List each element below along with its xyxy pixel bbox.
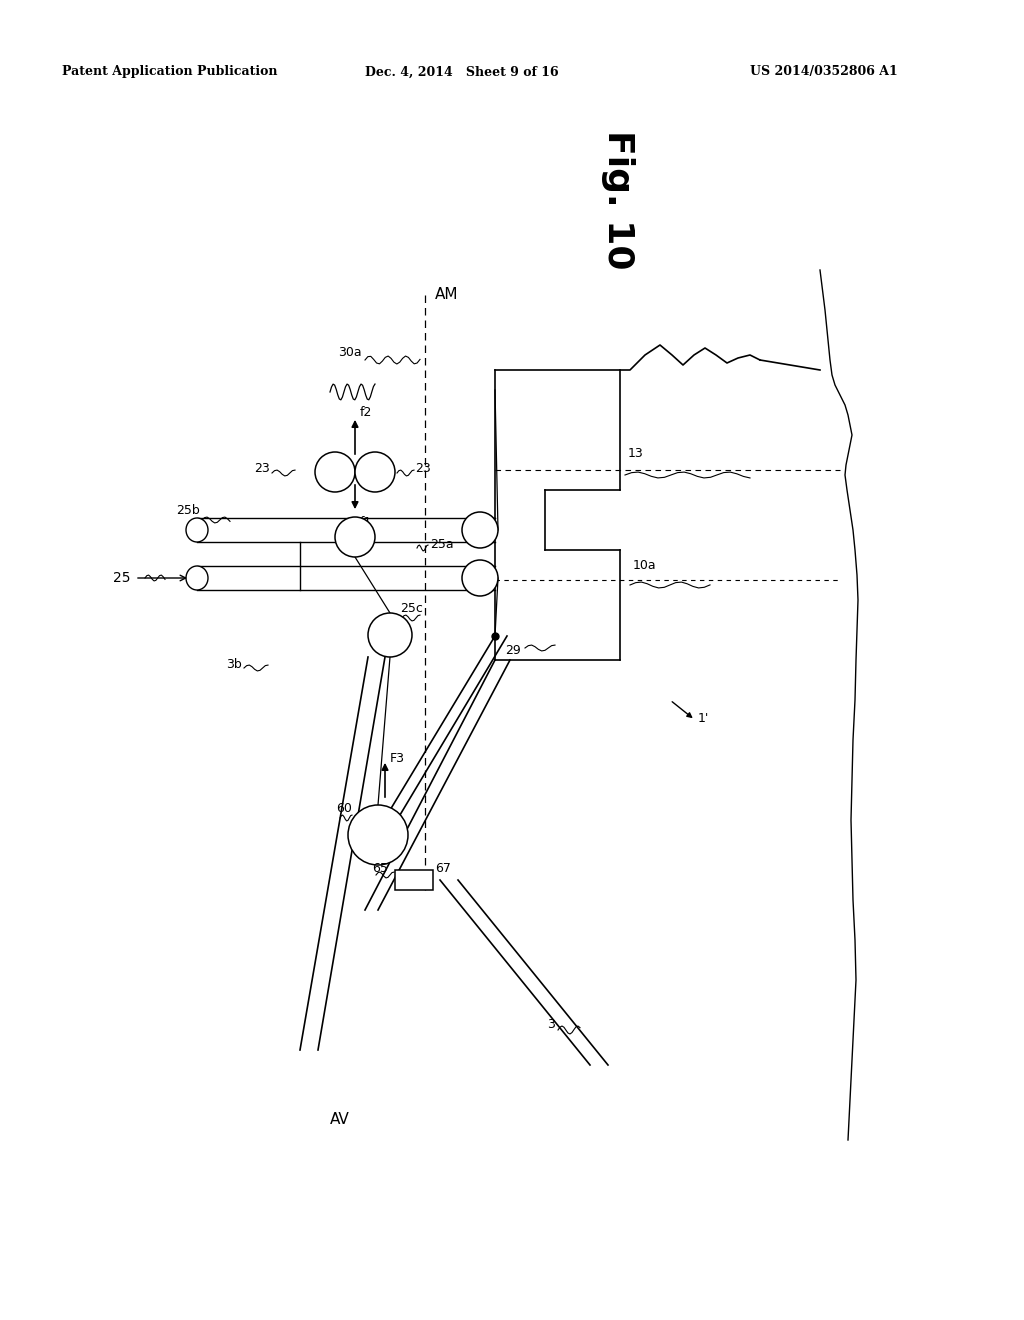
Circle shape (315, 451, 355, 492)
Circle shape (348, 805, 408, 865)
Text: 25c: 25c (400, 602, 423, 615)
Text: 25b: 25b (176, 503, 200, 516)
Text: AV: AV (330, 1113, 350, 1127)
Text: 1': 1' (698, 711, 710, 725)
Bar (395, 870, 433, 890)
Ellipse shape (186, 566, 208, 590)
Text: f2: f2 (360, 405, 373, 418)
Circle shape (355, 451, 395, 492)
Text: 3b: 3b (226, 659, 242, 672)
Text: Fig. 10: Fig. 10 (601, 131, 635, 269)
Circle shape (462, 560, 498, 597)
Text: F3: F3 (390, 752, 406, 766)
Text: 3: 3 (547, 1019, 555, 1031)
Text: Patent Application Publication: Patent Application Publication (62, 66, 278, 78)
Text: 67: 67 (435, 862, 451, 875)
Text: Dec. 4, 2014   Sheet 9 of 16: Dec. 4, 2014 Sheet 9 of 16 (365, 66, 559, 78)
Text: f1: f1 (360, 516, 373, 528)
Text: 29: 29 (505, 644, 521, 657)
Text: 65: 65 (372, 862, 388, 875)
Text: 25a: 25a (430, 539, 454, 552)
Circle shape (368, 612, 412, 657)
Text: 10a: 10a (633, 558, 656, 572)
Text: 60: 60 (336, 803, 352, 814)
Text: 30a: 30a (338, 346, 362, 359)
Text: 23: 23 (254, 462, 270, 474)
Text: 13: 13 (628, 447, 644, 459)
Text: 23: 23 (415, 462, 431, 474)
Circle shape (462, 512, 498, 548)
Circle shape (335, 517, 375, 557)
Text: 25: 25 (113, 572, 130, 585)
Text: US 2014/0352806 A1: US 2014/0352806 A1 (750, 66, 898, 78)
Ellipse shape (186, 517, 208, 543)
Text: AM: AM (435, 286, 459, 302)
